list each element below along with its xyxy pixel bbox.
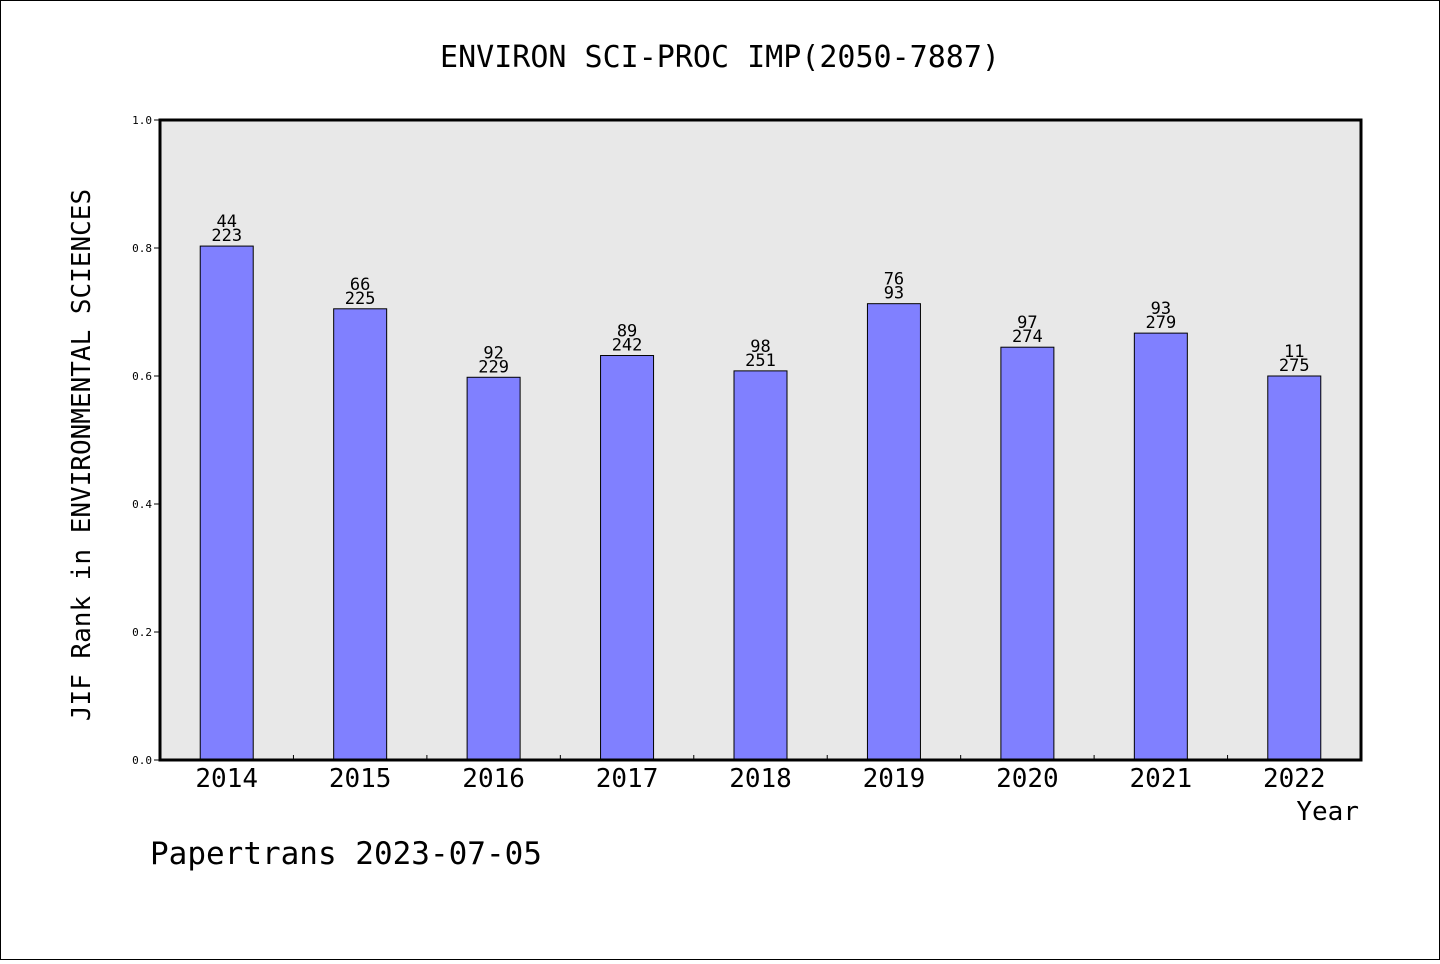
x-tick-label: 2020: [996, 764, 1059, 794]
bar-total-label: 275: [1279, 356, 1310, 376]
y-tick-label: 0.2: [132, 626, 152, 639]
bar-total-label: 242: [612, 336, 643, 356]
y-tick-label: 0.0: [132, 754, 152, 767]
bar-rank-label: 97: [1017, 313, 1037, 333]
bar-rank-label: 89: [617, 322, 637, 342]
bar-total-label: 225: [345, 289, 376, 309]
bar-2015: [333, 308, 388, 761]
bar-rank-label: 98: [750, 337, 770, 357]
bar-rank-label: 66: [350, 275, 370, 295]
bar-2020: [1000, 346, 1055, 761]
chart-title: ENVIRON SCI-PROC IMP(2050-7887): [440, 40, 1000, 75]
x-tick-label: 2016: [462, 764, 525, 794]
x-tick-label: 2022: [1263, 764, 1326, 794]
bar-2022: [1267, 375, 1322, 761]
bar-rank-label: 76: [884, 270, 904, 290]
bar-rank-label: 44: [216, 212, 236, 232]
bar-2021: [1133, 332, 1188, 761]
y-axis-label: JIF Rank in ENVIRONMENTAL SCIENCES: [67, 189, 97, 721]
bar-2019: [866, 303, 921, 761]
x-tick-label: 2018: [729, 764, 792, 794]
bar-total-label: 274: [1012, 327, 1043, 347]
x-tick-label: 2019: [863, 764, 926, 794]
x-tick-label: 2017: [596, 764, 659, 794]
bar-2016: [466, 376, 521, 761]
bar-total-label: 223: [211, 226, 242, 246]
bar-total-label: 229: [478, 357, 509, 377]
y-axis: 0.0 0.2 0.4 0.6 0.8 1.0: [132, 114, 160, 767]
y-tick-label: 1.0: [132, 114, 152, 127]
x-axis: 2014 2015 2016 2017 2018 2019 2020 2021 2022: [195, 755, 1326, 794]
bar-rank-label: 93: [1151, 299, 1171, 319]
bar-2018: [733, 370, 788, 761]
footer-credit: Papertrans 2023-07-05: [150, 836, 542, 872]
bar-rank-label: 11: [1284, 342, 1304, 362]
bar-2017: [600, 355, 655, 761]
x-axis-label: Year: [1296, 797, 1359, 827]
plot-border: [158, 118, 1363, 762]
y-tick-label: 0.8: [132, 242, 152, 255]
bar-total-label: 279: [1145, 313, 1176, 333]
bars: [199, 245, 1322, 761]
bar-total-label: 251: [745, 351, 776, 371]
y-tick-label: 0.6: [132, 370, 152, 383]
bar-total-label: 93: [884, 284, 904, 304]
x-tick-label: 2014: [195, 764, 258, 794]
y-tick-label: 0.4: [132, 498, 152, 511]
x-tick-label: 2021: [1130, 764, 1193, 794]
bar-2014: [199, 245, 254, 761]
x-tick-label: 2015: [329, 764, 392, 794]
bar-rank-label: 92: [483, 343, 503, 363]
